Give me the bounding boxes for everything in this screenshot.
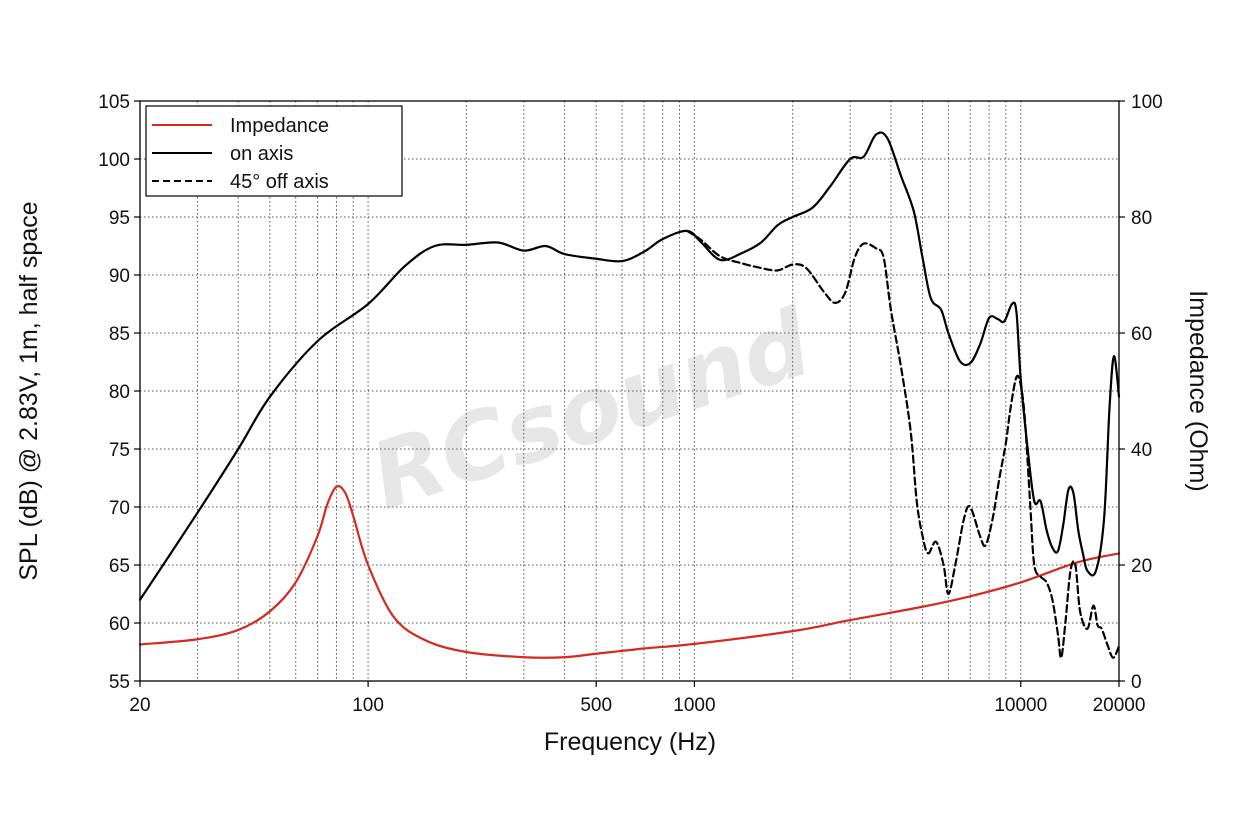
y-tick-label: 95 — [109, 208, 130, 229]
y2-tick-label: 60 — [1131, 324, 1152, 345]
x-tick-label: 20000 — [1093, 695, 1146, 716]
y-tick-label: 55 — [109, 672, 130, 693]
grid-lines — [140, 101, 1119, 681]
y-axis-title: SPL (dB) @ 2.83V, 1m, half space — [15, 201, 43, 580]
y-tick-label: 75 — [109, 440, 130, 461]
bottom-axis-ticks: 20 100 500 1000 10000 20000 — [129, 681, 1145, 716]
y-tick-label: 70 — [109, 498, 130, 519]
right-axis-ticks: 0 20 40 60 80 100 — [1119, 92, 1163, 693]
y-tick-label: 80 — [109, 382, 130, 403]
x-axis-title: Frequency (Hz) — [544, 728, 716, 756]
legend-label-off-axis: 45° off axis — [230, 171, 329, 193]
y2-tick-label: 40 — [1131, 440, 1152, 461]
y-tick-label: 105 — [98, 92, 130, 113]
y2-tick-label: 0 — [1131, 672, 1142, 693]
y2-axis-title: Impedance (Ohm) — [1184, 290, 1212, 491]
legend: Impedance on axis 45° off axis — [145, 105, 403, 197]
series-line-impedance — [138, 485, 1121, 659]
series-line-on-axis — [138, 131, 1121, 601]
left-axis-ticks: 55 60 65 70 75 80 85 90 95 100 105 — [98, 92, 140, 693]
y2-tick-label: 80 — [1131, 208, 1152, 229]
legend-label-on-axis: on axis — [230, 143, 293, 165]
x-tick-label: 100 — [352, 695, 384, 716]
y-tick-label: 65 — [109, 556, 130, 577]
y-tick-label: 100 — [98, 150, 130, 171]
y-tick-label: 60 — [109, 614, 130, 635]
x-tick-label: 1000 — [673, 695, 715, 716]
y2-tick-label: 20 — [1131, 556, 1152, 577]
series-line-off-axis — [686, 229, 1121, 659]
y2-tick-label: 100 — [1131, 92, 1163, 113]
x-tick-label: 10000 — [994, 695, 1047, 716]
legend-label-impedance: Impedance — [230, 115, 329, 137]
x-tick-label: 500 — [580, 695, 612, 716]
y-tick-label: 85 — [109, 324, 130, 345]
x-tick-label: 20 — [129, 695, 150, 716]
data-curves — [138, 131, 1121, 659]
y-tick-label: 90 — [109, 266, 130, 287]
